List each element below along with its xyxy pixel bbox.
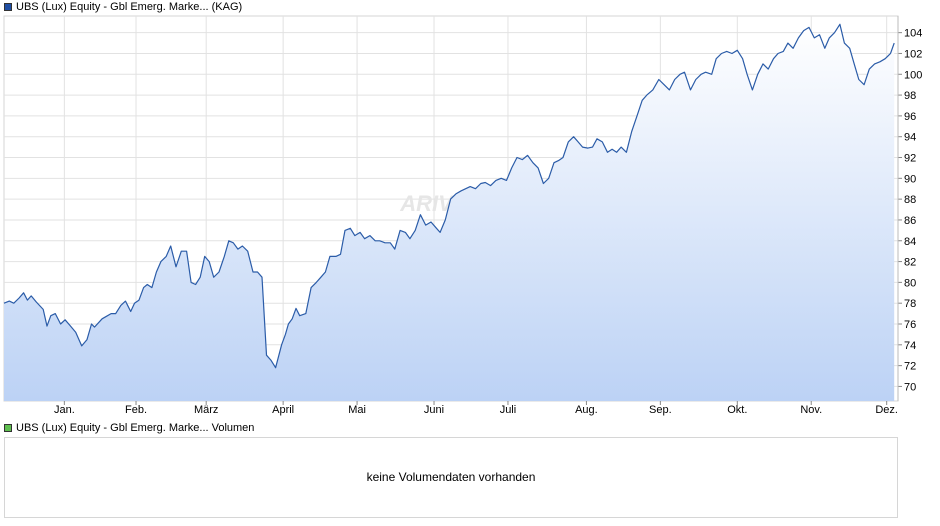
- volume-legend: UBS (Lux) Equity - Gbl Emerg. Marke... V…: [4, 421, 254, 435]
- x-tick-label: Juni: [424, 404, 444, 416]
- y-tick-label: 74: [904, 340, 916, 352]
- x-tick-label: Dez.: [875, 404, 898, 416]
- y-tick-label: 84: [904, 236, 916, 248]
- volume-legend-swatch: [4, 424, 12, 432]
- y-tick-label: 78: [904, 298, 916, 310]
- price-area-fill: [4, 24, 895, 402]
- y-tick-label: 88: [904, 194, 916, 206]
- x-tick-label: März: [194, 404, 218, 416]
- x-tick-label: Juli: [500, 404, 517, 416]
- y-tick-label: 90: [904, 173, 916, 185]
- y-tick-label: 76: [904, 319, 916, 331]
- y-tick-label: 104: [904, 28, 922, 40]
- price-legend-label: UBS (Lux) Equity - Gbl Emerg. Marke... (…: [16, 1, 243, 13]
- y-tick-label: 86: [904, 215, 916, 227]
- volume-empty-message: keine Volumendaten vorhanden: [366, 470, 536, 484]
- x-tick-label: Nov.: [800, 404, 822, 416]
- x-tick-label: Jan.: [54, 404, 75, 416]
- y-tick-label: 80: [904, 277, 916, 289]
- y-tick-label: 102: [904, 48, 922, 60]
- y-tick-label: 94: [904, 132, 916, 144]
- x-tick-label: Okt.: [727, 404, 747, 416]
- x-tick-label: Sep.: [649, 404, 672, 416]
- x-tick-label: Feb.: [125, 404, 147, 416]
- x-tick-label: Mai: [348, 404, 366, 416]
- volume-legend-label: UBS (Lux) Equity - Gbl Emerg. Marke... V…: [16, 422, 255, 434]
- y-tick-label: 72: [904, 361, 916, 373]
- x-tick-label: Aug.: [575, 404, 598, 416]
- price-line: [3, 23, 895, 369]
- y-tick-label: 98: [904, 90, 916, 102]
- price-legend-swatch: [4, 3, 12, 11]
- y-tick-label: 82: [904, 257, 916, 269]
- y-tick-label: 70: [904, 381, 916, 393]
- y-tick-label: 96: [904, 111, 916, 123]
- y-tick-label: 100: [904, 69, 922, 81]
- volume-panel: keine Volumendaten vorhanden: [4, 437, 898, 518]
- price-chart: 70 72 74 76 78 80 82 84 86 88 90 92 94 96 98 100 102 104 J…: [3, 15, 922, 416]
- x-tick-label: April: [272, 404, 294, 416]
- price-legend: UBS (Lux) Equity - Gbl Emerg. Marke... (…: [4, 0, 242, 14]
- y-tick-label: 92: [904, 153, 916, 165]
